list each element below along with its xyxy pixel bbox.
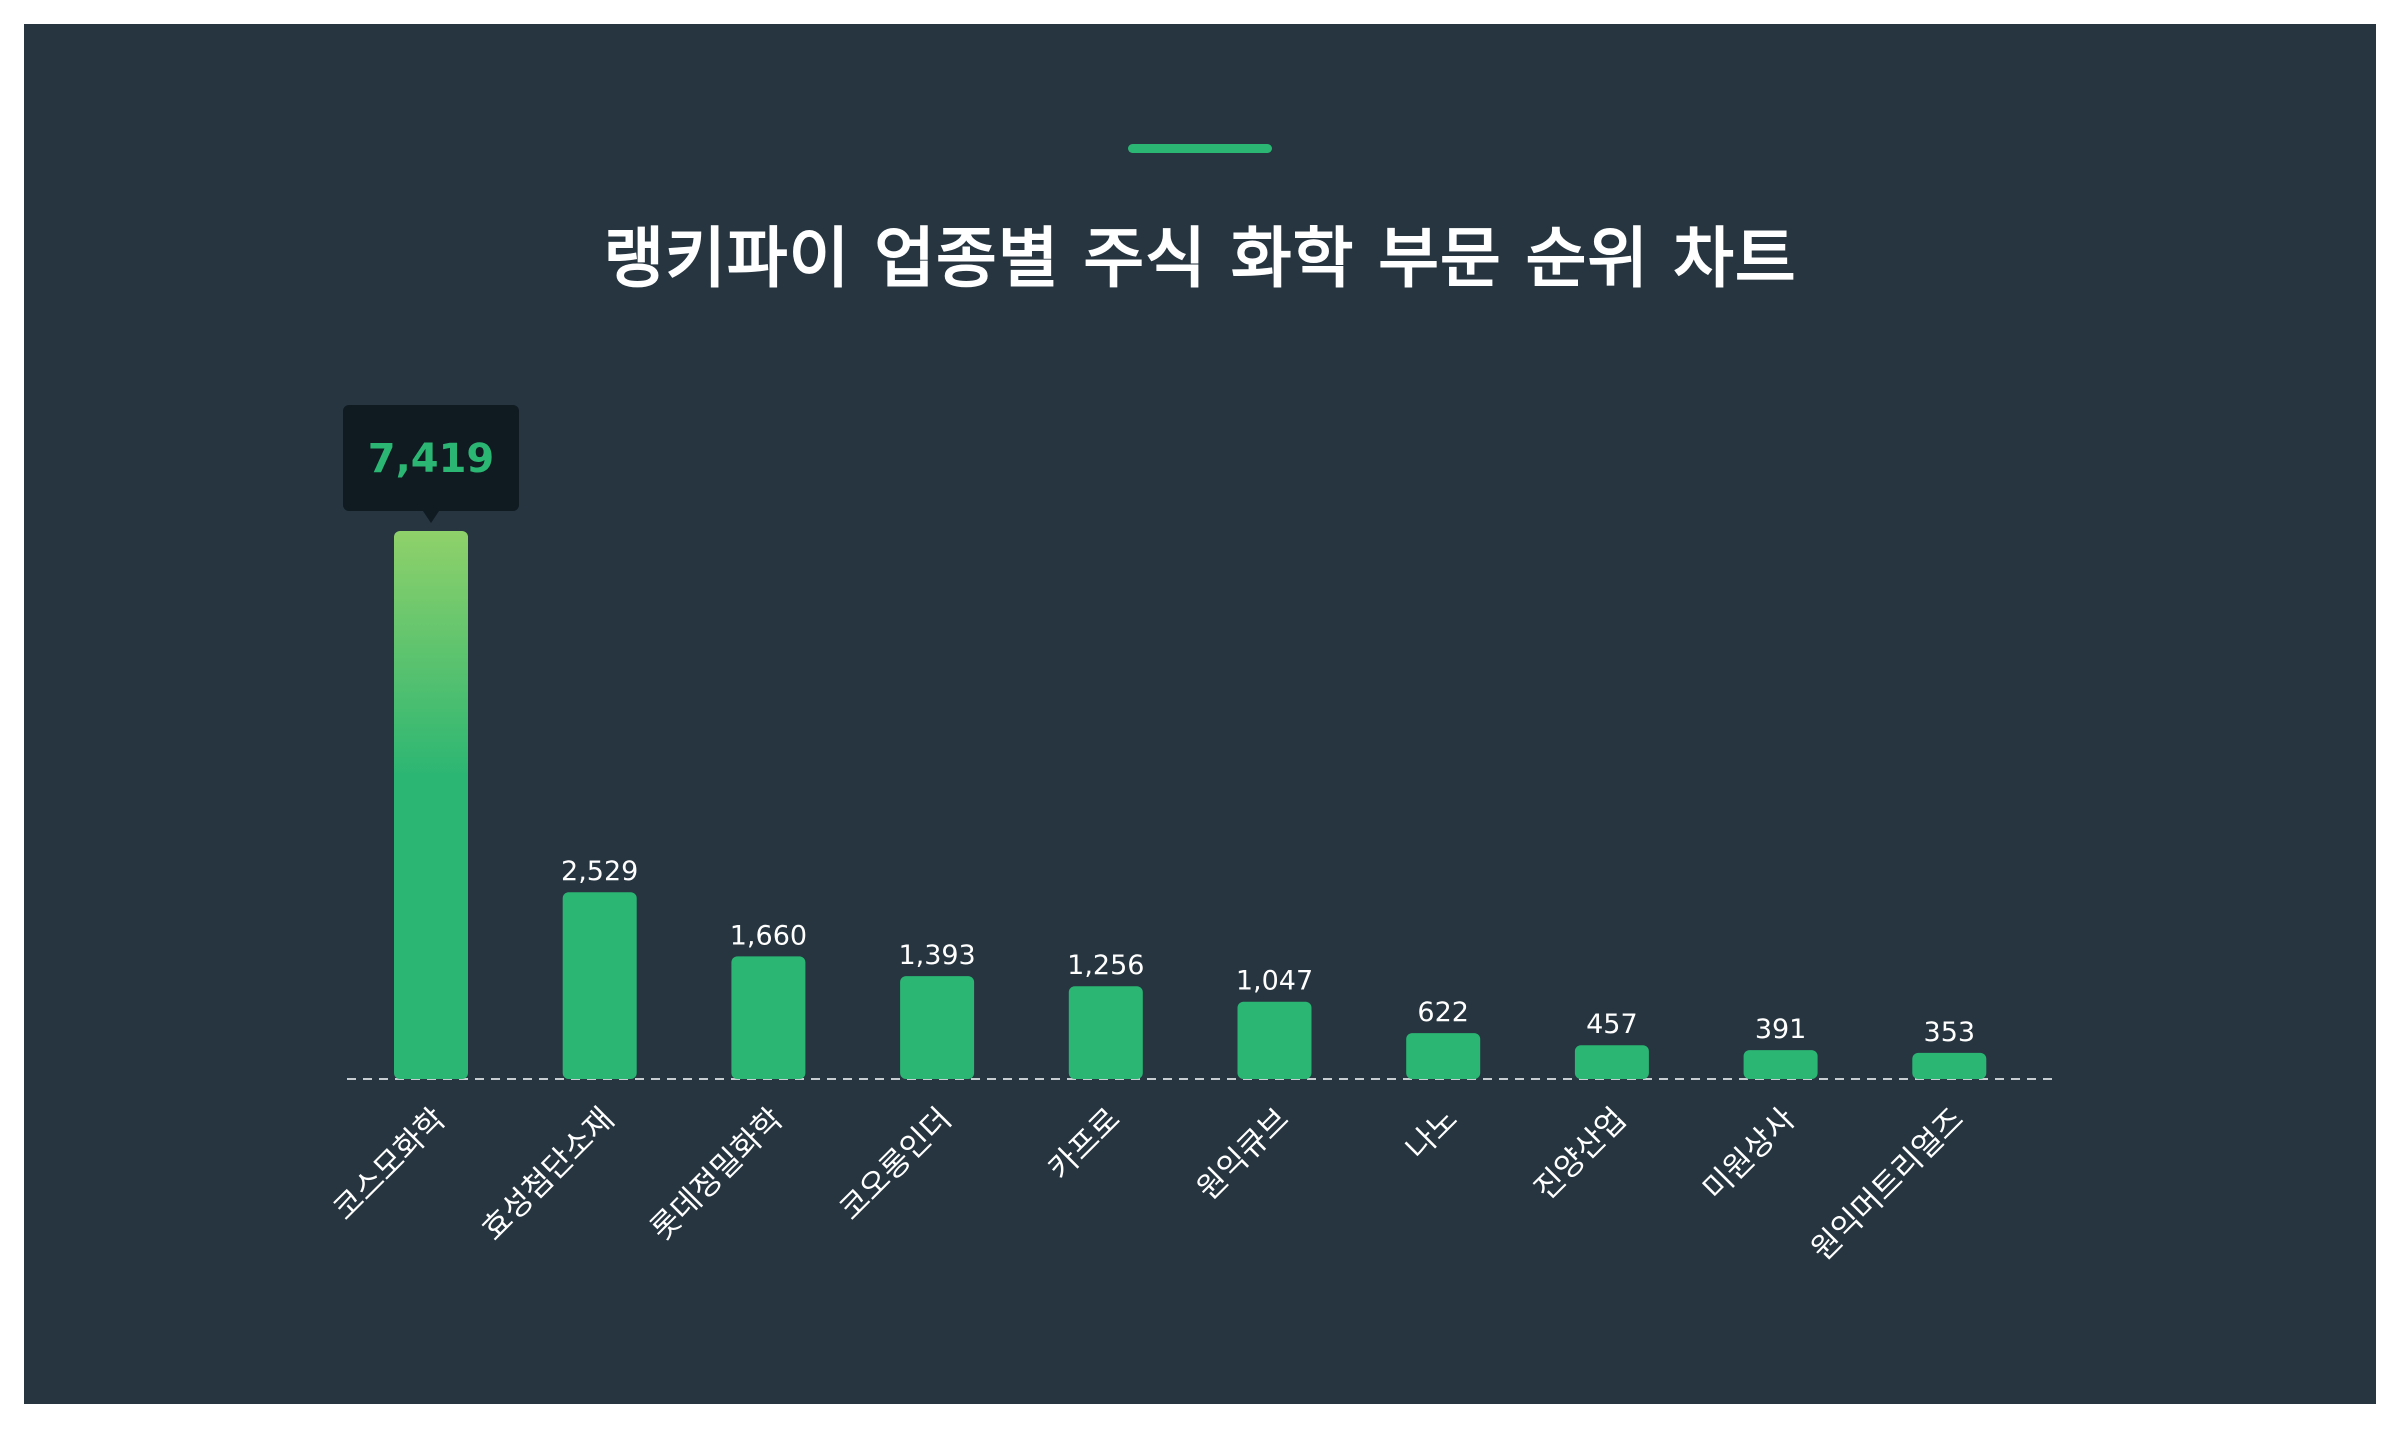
bar-9[interactable] (1743, 1050, 1818, 1079)
category-label-7: 나노 (1399, 1101, 1465, 1167)
category-label-8: 진양산업 (1527, 1101, 1633, 1207)
bar-4[interactable] (900, 976, 975, 1079)
value-label-5: 1,256 (1067, 950, 1144, 981)
value-label-2: 2,529 (561, 856, 638, 887)
bar-5[interactable] (1068, 986, 1143, 1079)
value-label-7: 622 (1417, 997, 1469, 1028)
value-tooltip: 7,419 (343, 405, 519, 523)
bar-8[interactable] (1574, 1045, 1649, 1079)
bars-layer (394, 531, 1987, 1079)
tooltip-value-label: 7,419 (368, 436, 495, 482)
category-label-2: 효성첨단소재 (475, 1101, 621, 1247)
bar-1[interactable] (394, 531, 468, 1079)
value-label-3: 1,660 (730, 920, 807, 951)
value-label-9: 391 (1755, 1014, 1807, 1045)
bar-10[interactable] (1912, 1052, 1987, 1079)
bar-chart: 2,529 1,660 1,393 1,256 1,047 622 457 391 353 코스… (326, 405, 2057, 1268)
value-label-10: 353 (1924, 1017, 1976, 1048)
title-accent-line (1128, 144, 1272, 153)
category-label-5: 카프로 (1041, 1101, 1127, 1187)
category-labels-layer: 코스모화학 효성첨단소재 롯데정밀화학 코오롱인더 카프로 원익큐브 나노 진양산업 미원상사 원… (326, 1101, 1971, 1268)
category-label-3: 롯데정밀화학 (644, 1101, 790, 1247)
bar-2[interactable] (562, 892, 637, 1079)
chart-title: 랭키파이 업종별 주식 화학 부문 순위 차트 (603, 220, 1797, 297)
chart-frame: 랭키파이 업종별 주식 화학 부문 순위 차트 2,529 1,660 1,393 1… (24, 24, 2376, 1404)
tooltip-arrow (423, 511, 439, 523)
bar-7[interactable] (1406, 1033, 1481, 1079)
tooltip-box (343, 405, 519, 511)
value-label-4: 1,393 (898, 940, 975, 971)
value-labels-layer: 2,529 1,660 1,393 1,256 1,047 622 457 391 353 (561, 856, 1975, 1048)
bar-6[interactable] (1237, 1001, 1312, 1079)
bar-3[interactable] (731, 956, 806, 1079)
value-label-6: 1,047 (1236, 966, 1313, 997)
category-label-4: 코오롱인더 (832, 1101, 958, 1227)
category-label-6: 원익큐브 (1190, 1101, 1296, 1207)
category-label-10: 원익머트리얼즈 (1804, 1101, 1971, 1268)
value-label-8: 457 (1586, 1009, 1638, 1040)
category-label-1: 코스모화학 (326, 1101, 452, 1227)
category-label-9: 미원상사 (1696, 1101, 1802, 1207)
